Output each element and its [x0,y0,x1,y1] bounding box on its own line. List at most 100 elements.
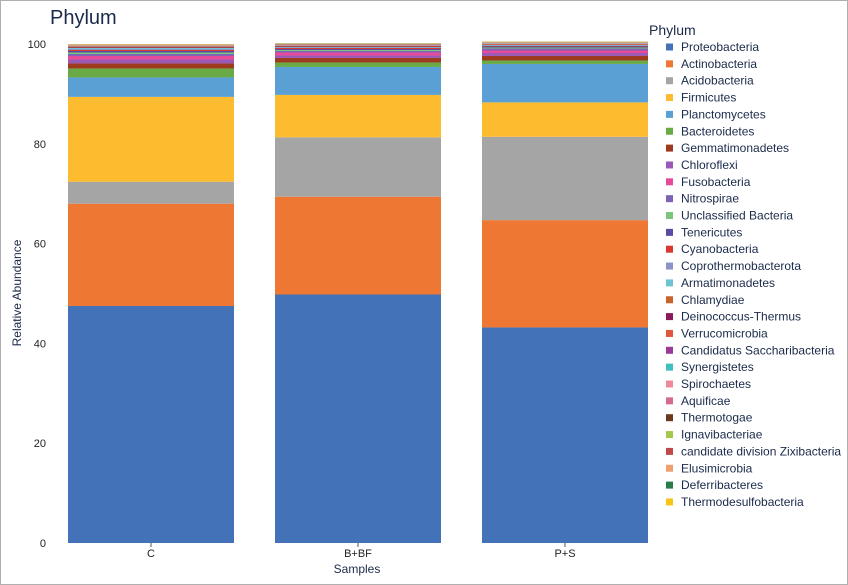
bar-stack [275,43,441,543]
legend-item: Spirochaetes [666,377,751,391]
legend-swatch [666,144,673,152]
bar-segment [68,203,234,306]
legend-item: Chloroflexi [666,158,738,172]
x-tick-label: B+BF [344,548,372,560]
legend-label: Planctomycetes [681,107,766,121]
legend-item: Actinobacteria [666,57,757,71]
bar-stack [482,41,648,543]
legend-swatch [666,498,673,506]
bar-segment [482,327,648,543]
legend-label: Actinobacteria [681,57,757,71]
legend-label: Ignavibacteriae [681,428,763,442]
legend-swatch [666,262,673,270]
legend-swatch [666,94,673,102]
bar-segment [68,59,234,64]
bar-segment [68,63,234,69]
legend-swatch [666,464,673,472]
bar-segment [482,50,648,53]
legend-label: Verrucomicrobia [681,326,768,340]
legend-item: candidate division Zixibacteria [666,444,841,458]
bar-segment [482,47,648,49]
legend-swatch [666,329,673,337]
legend-item: Elusimicrobia [666,461,753,475]
legend-swatch [666,380,673,388]
legend-swatch [666,161,673,169]
legend-label: Proteobacteria [681,40,759,54]
bar-segment [275,94,441,138]
bar-segment [275,52,441,56]
legend: Proteobacteria Actinobacteria Acidobacteri… [666,40,841,509]
bar-segment [68,77,234,97]
bar-segment [68,181,234,204]
bar-segment [275,47,441,49]
y-axis-title: Relative Abundance [10,239,24,346]
legend-item: Firmicutes [666,91,736,105]
legend-item: Deferribacteres [666,478,763,492]
legend-item: Coprothermobacterota [666,259,801,273]
legend-item: Unclassified Bacteria [666,209,793,223]
legend-label: candidate division Zixibacteria [681,444,841,458]
legend-label: Nitrospirae [681,192,739,206]
legend-label: Chloroflexi [681,158,738,172]
legend-label: Elusimicrobia [681,461,753,475]
legend-item: Nitrospirae [666,192,739,206]
bar-segment [482,136,648,221]
bar-segment [482,55,648,61]
bar-segment [68,50,234,53]
legend-label: Candidatus Saccharibacteria [681,343,835,357]
legend-item: Thermodesulfobacteria [666,495,804,509]
bar-segment [275,48,441,50]
bar-segment [68,68,234,78]
legend-item: Synergistetes [666,360,754,374]
legend-item: Fusobacteria [666,175,751,189]
x-tick-label: P+S [554,548,575,560]
legend-swatch [666,397,673,405]
bar-segment [275,55,441,58]
x-tick-label: C [147,548,155,560]
bar-segment [482,102,648,137]
legend-item: Armatimonadetes [666,276,775,290]
legend-item: Tenericutes [666,225,742,239]
chart-title: Phylum [50,7,117,29]
y-tick-label: 0 [40,538,46,550]
bar-segment [482,48,648,51]
legend-swatch [666,313,673,321]
bar-segment [68,305,234,543]
legend-swatch [666,296,673,304]
bar-segment [275,49,441,51]
y-tick-label: 40 [34,338,46,350]
legend-item: Candidatus Saccharibacteria [666,343,835,357]
legend-swatch [666,212,673,219]
bar-segment [482,60,648,64]
legend-swatch [666,77,673,85]
legend-label: Deinococcus-Thermus [681,310,801,324]
legend-item: Deinococcus-Thermus [666,310,801,324]
bar-segment [482,63,648,103]
legend-item: Proteobacteria [666,40,759,54]
bar-segment [482,52,648,56]
legend-title: Phylum [649,22,696,38]
y-axis-ticks: 0 20 40 60 80 100 [28,39,46,550]
legend-label: Tenericutes [681,225,742,239]
legend-swatch [666,43,673,51]
legend-item: Aquificae [666,394,731,408]
legend-label: Unclassified Bacteria [681,209,793,223]
x-axis-ticks: C B+BF P+S [147,543,576,560]
legend-item: Ignavibacteriae [666,428,763,442]
legend-label: Chlamydiae [681,293,745,307]
legend-swatch [666,178,673,186]
legend-label: Gemmatimonadetes [681,141,789,155]
legend-swatch [666,481,673,489]
legend-item: Verrucomicrobia [666,326,768,340]
legend-label: Fusobacteria [681,175,751,189]
legend-label: Spirochaetes [681,377,751,391]
bar-segment [68,53,234,56]
bar-segment [482,46,648,48]
legend-swatch [666,60,673,68]
legend-label: Coprothermobacterota [681,259,801,273]
bar-segment [275,137,441,197]
legend-label: Thermotogae [681,411,753,425]
legend-item: Planctomycetes [666,107,766,121]
bar-segment [275,196,441,295]
